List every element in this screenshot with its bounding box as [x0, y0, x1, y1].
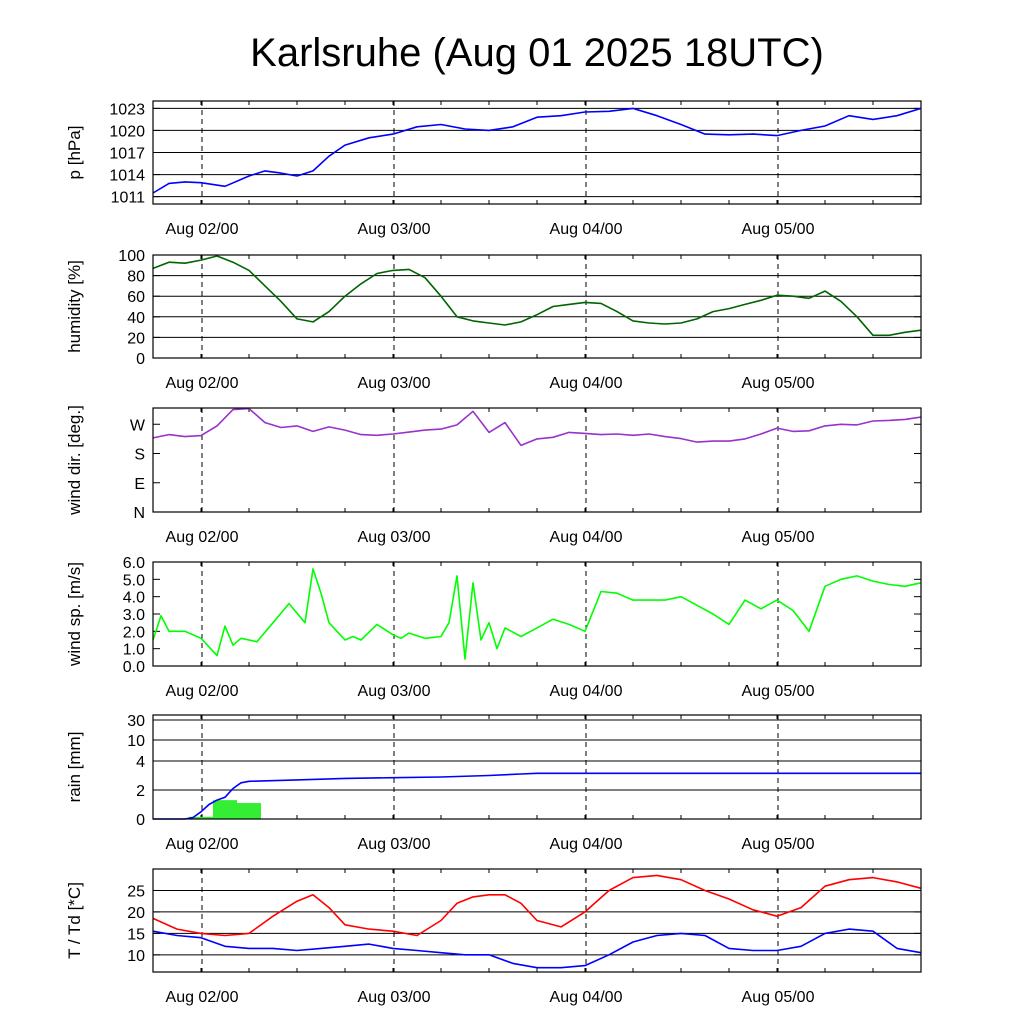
y-tick-label: 4.0: [123, 590, 145, 607]
panel-3: 0.01.02.03.04.05.06.0 Aug 02/00 Aug 03/00 A…: [65, 555, 922, 700]
y-tick-label: 1.0: [123, 642, 145, 659]
panel-frame: [152, 868, 922, 973]
x-tick-label: Aug 03/00: [358, 529, 431, 546]
y-tick-label: 2.0: [123, 624, 145, 641]
y-axis-label: humidity [%]: [65, 260, 84, 353]
panel-5: 10 15 20 25 Aug 02/00 Aug 03/00 Aug 04/00 Aug 0…: [65, 868, 922, 1006]
chart-title: Karlsruhe (Aug 01 2025 18UTC): [250, 31, 824, 75]
y-tick-label: 30: [127, 713, 145, 730]
panel-frame: [152, 100, 922, 205]
y-tick-label: 25: [127, 883, 145, 900]
y-tick-label: 1020: [109, 123, 145, 140]
y-tick-label: 10: [127, 733, 145, 750]
y-tick-label: 5.0: [123, 572, 145, 589]
x-tick-label: Aug 04/00: [550, 683, 623, 700]
panel-frame: [152, 254, 922, 359]
panel-4: 0 2 4 10 30 Aug 02/00 Aug 03/00 Aug 04/00 Aug 05…: [65, 713, 922, 853]
y-tick-label: 15: [127, 926, 145, 943]
x-tick-label: Aug 02/00: [166, 221, 239, 238]
series-line-0: [152, 255, 922, 337]
panel-0: 1011 1014 1017 1020 1023 Aug 02/00 Aug 03/00 Au…: [65, 100, 922, 238]
y-tick-label: 0: [136, 351, 145, 368]
series-line-0: [152, 107, 922, 194]
x-tick-label: Aug 05/00: [742, 989, 815, 1006]
x-tick-label: Aug 04/00: [550, 529, 623, 546]
y-tick-label: 20: [127, 330, 145, 347]
rain-bar: [237, 803, 261, 819]
x-tick-label: Aug 02/00: [166, 989, 239, 1006]
y-tick-label: 3.0: [123, 607, 145, 624]
y-tick-label: 4: [136, 754, 145, 771]
y-tick-label: 0.0: [123, 659, 145, 676]
x-tick-label: Aug 04/00: [550, 836, 623, 853]
y-axis-label: rain [mm]: [65, 732, 84, 803]
x-tick-label: Aug 05/00: [742, 529, 815, 546]
series-line-0: [152, 568, 922, 660]
y-tick-label: 40: [127, 310, 145, 327]
y-tick-label: 100: [118, 248, 145, 265]
y-tick-label: 1011: [111, 190, 146, 207]
y-tick-label: 80: [127, 269, 145, 286]
y-tick-label: 6.0: [123, 555, 145, 572]
y-tick-label: 20: [127, 905, 145, 922]
x-tick-label: Aug 05/00: [742, 683, 815, 700]
series-line-0: [152, 407, 922, 447]
panel-frame: [152, 407, 922, 513]
x-tick-label: Aug 04/00: [550, 989, 623, 1006]
x-tick-label: Aug 03/00: [358, 221, 431, 238]
rain-bar: [189, 816, 213, 819]
x-tick-label: Aug 04/00: [550, 221, 623, 238]
y-tick-label: E: [134, 476, 145, 493]
y-axis-label: T / Td [*C]: [65, 882, 84, 959]
x-tick-label: Aug 04/00: [550, 375, 623, 392]
x-tick-label: Aug 02/00: [166, 375, 239, 392]
panel-frame: [152, 561, 922, 667]
y-tick-label: S: [134, 447, 145, 464]
y-tick-label: 0: [136, 812, 145, 829]
x-tick-label: Aug 03/00: [358, 683, 431, 700]
series-line-0: [152, 874, 922, 937]
series-line-1: [152, 928, 922, 969]
x-tick-label: Aug 02/00: [166, 529, 239, 546]
y-tick-label: 1014: [109, 168, 145, 185]
y-tick-label: 2: [136, 783, 145, 800]
y-tick-label: 60: [127, 289, 145, 306]
x-tick-label: Aug 02/00: [166, 683, 239, 700]
x-tick-label: Aug 03/00: [358, 836, 431, 853]
x-tick-label: Aug 03/00: [358, 989, 431, 1006]
x-tick-label: Aug 05/00: [742, 221, 815, 238]
y-axis-label: wind dir. [deg.]: [65, 405, 84, 516]
y-tick-label: 1017: [109, 146, 145, 163]
panel-frame: [152, 714, 922, 820]
x-tick-label: Aug 03/00: [358, 375, 431, 392]
panel-1: 0 20 40 60 80 100 Aug 02/00 Aug 03/00 Aug 04/00 A…: [65, 248, 922, 392]
y-tick-label: N: [133, 505, 145, 522]
x-tick-label: Aug 05/00: [742, 836, 815, 853]
y-axis-label: p [hPa]: [65, 126, 84, 180]
x-tick-label: Aug 05/00: [742, 375, 815, 392]
y-tick-label: 1023: [109, 101, 145, 118]
y-tick-label: 10: [127, 948, 145, 965]
y-axis-label: wind sp. [m/s]: [65, 562, 84, 667]
y-tick-label: W: [130, 417, 146, 434]
rain-bar: [213, 800, 237, 819]
x-tick-label: Aug 02/00: [166, 836, 239, 853]
series-line-0: [153, 772, 921, 820]
